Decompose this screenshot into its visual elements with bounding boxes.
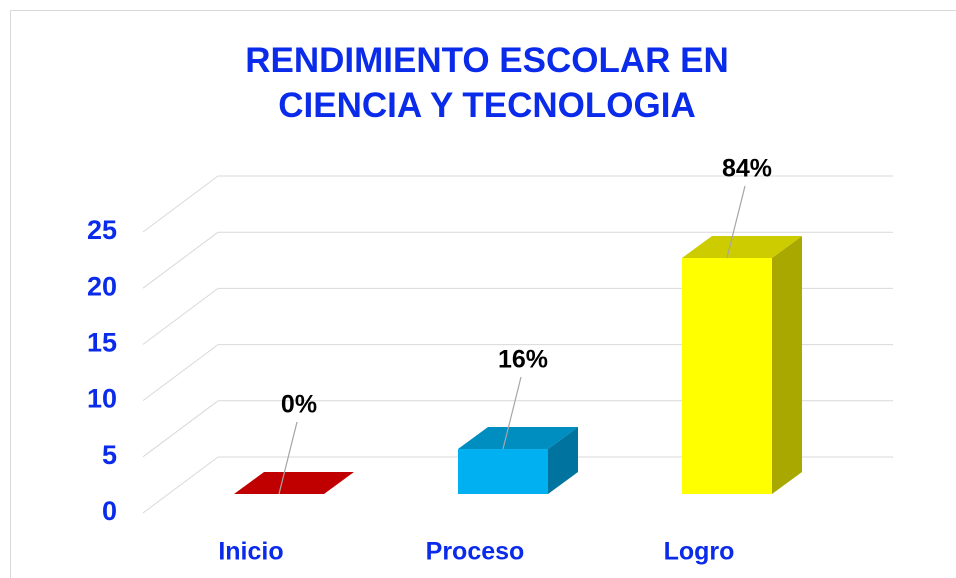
y-tick-label: 10 [87, 384, 117, 414]
chart-border [10, 10, 956, 578]
data-label: 84% [722, 155, 772, 183]
leader-line [278, 421, 298, 495]
grid-line [142, 400, 219, 458]
bar [458, 449, 548, 494]
y-tick-label: 5 [102, 440, 117, 470]
data-label: 0% [281, 391, 317, 419]
bar-top [458, 427, 578, 450]
grid-line [142, 456, 219, 514]
grid-line [142, 231, 219, 289]
x-tick-label: Logro [664, 538, 735, 566]
leader-line [502, 376, 522, 450]
grid-line [142, 287, 219, 345]
x-tick-label: Inicio [218, 538, 283, 566]
x-tick-label: Proceso [426, 538, 525, 566]
y-tick-label: 20 [87, 271, 117, 301]
chart-title: RENDIMIENTO ESCOLAR EN CIENCIA Y TECNOLO… [245, 41, 729, 125]
bar [682, 257, 772, 494]
grid-line [142, 344, 219, 402]
data-label: 16% [498, 346, 548, 374]
y-tick-label: 15 [87, 328, 117, 358]
y-tick-label: 0 [102, 496, 117, 526]
bar-top [234, 472, 354, 494]
bar-side [772, 235, 802, 494]
grid-line [142, 175, 219, 233]
bar-side [548, 427, 578, 494]
y-tick-label: 25 [87, 215, 117, 245]
leader-line [726, 185, 746, 259]
bar-top [682, 235, 802, 258]
